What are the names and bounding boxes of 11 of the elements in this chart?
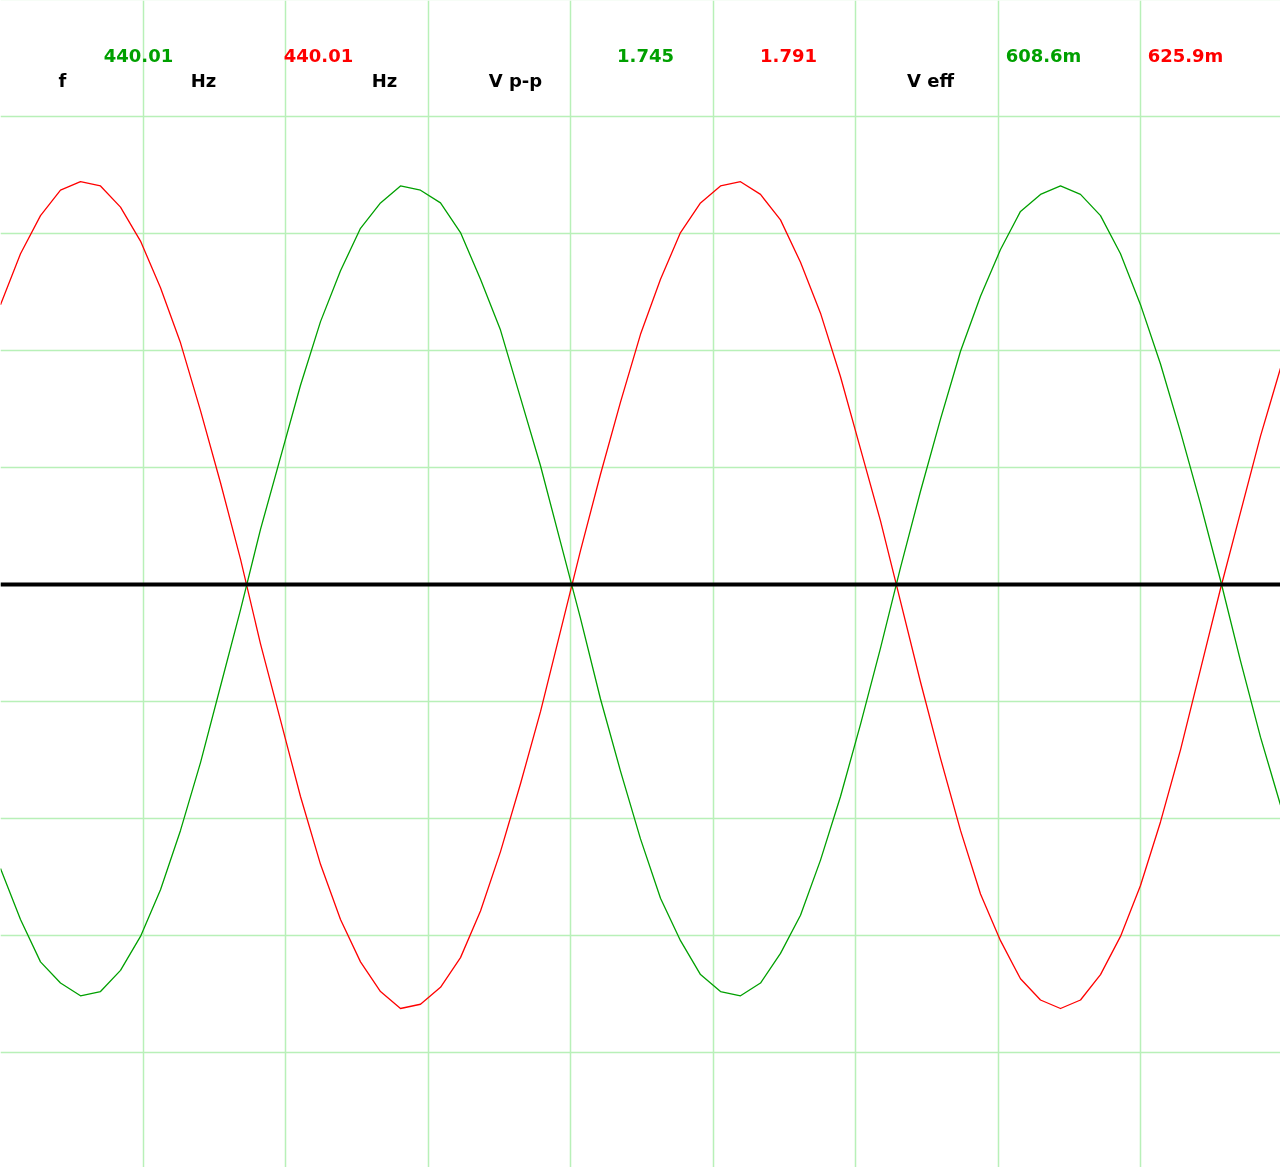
text: 608.6m xyxy=(1005,45,1082,66)
text: Hz xyxy=(371,70,398,91)
text: 440.01 xyxy=(283,45,354,66)
text: Hz xyxy=(190,70,217,91)
text: V p-p xyxy=(488,70,543,91)
text: 440.01 xyxy=(103,45,174,66)
text: 625.9m xyxy=(1147,45,1224,66)
text: V eff xyxy=(907,70,955,91)
text: 1.745 xyxy=(617,45,674,66)
text: 1.791 xyxy=(760,45,817,66)
text: f xyxy=(58,70,67,91)
